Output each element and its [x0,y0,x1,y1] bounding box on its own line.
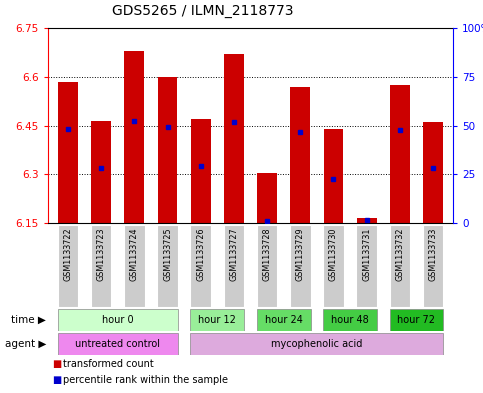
Text: GSM1133729: GSM1133729 [296,228,305,281]
Text: hour 24: hour 24 [265,315,303,325]
Bar [224,54,244,223]
FancyBboxPatch shape [57,225,78,307]
Bar [124,51,144,223]
Text: GSM1133733: GSM1133733 [428,228,438,281]
FancyBboxPatch shape [423,225,443,307]
Text: GSM1133724: GSM1133724 [130,228,139,281]
Bar [390,85,410,223]
FancyBboxPatch shape [190,225,211,307]
FancyBboxPatch shape [257,225,277,307]
Text: GSM1133732: GSM1133732 [396,228,404,281]
FancyBboxPatch shape [323,309,377,331]
Text: GSM1133728: GSM1133728 [263,228,271,281]
Bar [423,122,443,223]
Bar [58,82,78,223]
FancyBboxPatch shape [57,309,178,331]
Text: GSM1133725: GSM1133725 [163,228,172,281]
Text: hour 12: hour 12 [199,315,236,325]
Text: agent ▶: agent ▶ [5,339,46,349]
Text: hour 72: hour 72 [398,315,436,325]
FancyBboxPatch shape [224,225,244,307]
FancyBboxPatch shape [356,225,377,307]
Bar [157,77,177,223]
Text: transformed count: transformed count [63,359,154,369]
FancyBboxPatch shape [190,309,244,331]
Bar [257,173,277,223]
Text: GSM1133731: GSM1133731 [362,228,371,281]
Text: GSM1133726: GSM1133726 [196,228,205,281]
FancyBboxPatch shape [157,225,178,307]
FancyBboxPatch shape [323,225,344,307]
Text: hour 48: hour 48 [331,315,369,325]
Text: ■: ■ [52,375,61,386]
Bar [290,86,310,223]
Bar [91,121,111,223]
Bar [324,129,343,223]
Text: GSM1133722: GSM1133722 [63,228,72,281]
FancyBboxPatch shape [124,225,144,307]
FancyBboxPatch shape [57,333,178,355]
Text: time ▶: time ▶ [11,315,46,325]
Text: GDS5265 / ILMN_2118773: GDS5265 / ILMN_2118773 [112,4,294,18]
Bar [191,119,211,223]
FancyBboxPatch shape [390,225,410,307]
Text: GSM1133723: GSM1133723 [97,228,106,281]
Text: percentile rank within the sample: percentile rank within the sample [63,375,228,386]
FancyBboxPatch shape [190,333,443,355]
Bar [357,218,377,223]
FancyBboxPatch shape [290,225,311,307]
Text: ■: ■ [52,359,61,369]
FancyBboxPatch shape [91,225,112,307]
Text: untreated control: untreated control [75,339,160,349]
FancyBboxPatch shape [257,309,311,331]
Text: GSM1133730: GSM1133730 [329,228,338,281]
Text: GSM1133727: GSM1133727 [229,228,239,281]
Text: hour 0: hour 0 [102,315,133,325]
FancyBboxPatch shape [390,309,443,331]
Text: mycophenolic acid: mycophenolic acid [271,339,363,349]
